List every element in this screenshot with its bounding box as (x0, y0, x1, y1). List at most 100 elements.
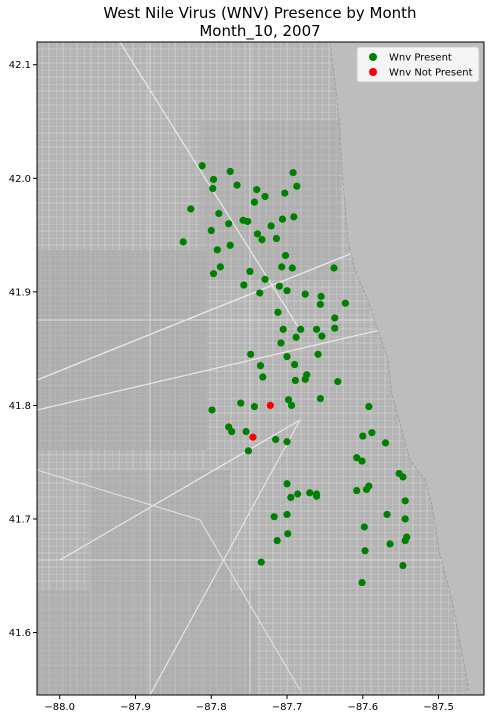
wnv-present-point (283, 510, 291, 519)
wnv-present-point (361, 547, 369, 555)
chart-title-line2: Month_10, 2007 (199, 22, 320, 41)
wnv-present-point (353, 454, 361, 462)
wnv-present-point (312, 492, 321, 500)
wnv-present-point (213, 246, 221, 254)
wnv-present-point (281, 251, 290, 260)
wnv-present-point (283, 438, 291, 446)
wnv-present-point (246, 267, 254, 276)
wnv-present-point (293, 182, 301, 190)
wnv-present-point (257, 558, 265, 566)
wnv-not-present-point (266, 401, 274, 410)
wnv-present-point (401, 497, 409, 505)
wnv-present-point (250, 402, 259, 411)
wnv-present-point (368, 429, 376, 437)
x-tick-label: −87.8 (196, 702, 227, 713)
wnv-present-point (198, 162, 206, 170)
wnv-present-point (287, 493, 295, 501)
wnv-present-point (318, 332, 326, 340)
y-tick-label: 41.8 (9, 401, 31, 412)
y-axis: 41.6 41.7 41.8 41.9 42.0 42.1 (9, 60, 37, 639)
wnv-not-present-point (249, 433, 257, 441)
wnv-present-point (253, 186, 261, 194)
wnv-present-point (258, 236, 266, 244)
legend-label-not-present: Wnv Not Present (389, 68, 473, 79)
wnv-present-point (209, 175, 218, 184)
wnv-present-point (209, 184, 217, 193)
x-tick-label: −87.9 (120, 702, 151, 713)
wnv-present-point (233, 181, 241, 189)
wnv-present-point (291, 376, 299, 385)
legend-marker-present (369, 53, 377, 61)
plot-frame (36, 41, 485, 696)
wnv-present-point (365, 402, 373, 411)
wnv-present-point (401, 536, 409, 545)
wnv-present-point (312, 325, 321, 333)
wnv-present-point (399, 561, 407, 570)
wnv-present-point (316, 300, 324, 308)
wnv-present-point (331, 314, 339, 322)
wnv-present-point (256, 362, 265, 370)
y-tick-label: 42.0 (9, 174, 31, 185)
wnv-present-point (290, 213, 298, 221)
wnv-present-point (301, 290, 309, 298)
wnv-present-point (240, 281, 248, 289)
wnv-present-point (330, 264, 338, 272)
data-points (179, 162, 411, 587)
wnv-present-point (274, 308, 282, 316)
wnv-present-point (209, 270, 218, 278)
x-tick-label: −87.6 (347, 702, 378, 713)
legend-marker-not-present (369, 68, 377, 76)
wnv-present-point (244, 217, 252, 226)
map-background (37, 42, 484, 695)
wnv-present-point (216, 263, 224, 271)
wnv-present-point (284, 530, 292, 538)
wnv-present-point (250, 198, 259, 206)
wnv-present-point (267, 222, 275, 230)
wnv-present-point (399, 473, 407, 481)
wnv-present-point (261, 275, 269, 283)
y-tick-label: 42.1 (9, 60, 31, 71)
x-axis: −88.0 −87.9 −87.8 −87.7 −87.6 −87.5 (44, 695, 454, 713)
legend-box (356, 46, 480, 83)
wnv-present-point (259, 373, 267, 381)
wnv-present-point (288, 264, 296, 272)
wnv-present-point (278, 215, 287, 223)
wnv-present-point (272, 234, 281, 243)
wnv-present-point (287, 401, 296, 410)
y-tick-label: 41.9 (9, 287, 31, 298)
wnv-present-point (381, 439, 390, 447)
wnv-present-point (301, 375, 309, 383)
wnv-present-point (187, 205, 195, 213)
wnv-present-point (383, 510, 391, 519)
wnv-present-point (225, 423, 233, 431)
wnv-present-point (360, 523, 368, 531)
wnv-present-point (179, 238, 187, 246)
wnv-present-point (273, 536, 281, 545)
wnv-present-point (247, 350, 255, 358)
wnv-present-point (253, 230, 262, 238)
x-tick-label: −87.5 (423, 702, 454, 713)
wnv-present-point (278, 263, 286, 271)
wnv-present-point (225, 220, 233, 228)
wnv-present-point (272, 435, 280, 444)
wnv-present-point (226, 167, 234, 176)
wnv-present-point (283, 287, 291, 295)
wnv-present-point (242, 427, 250, 436)
wnv-present-point (208, 406, 216, 414)
wnv-present-point (226, 241, 234, 249)
wnv-present-point (334, 377, 342, 386)
wnv-present-point (237, 399, 245, 407)
y-tick-label: 41.7 (9, 514, 31, 525)
wnv-present-point (284, 396, 293, 404)
wnv-present-point (341, 299, 349, 307)
legend: Wnv Present Wnv Not Present (356, 46, 480, 83)
wnv-present-point (261, 192, 269, 201)
wnv-present-point (289, 169, 297, 177)
wnv-present-point (316, 394, 324, 403)
y-tick-label: 41.6 (9, 628, 31, 639)
wnv-present-point (317, 292, 325, 300)
wnv-present-point (256, 289, 264, 297)
wnv-present-point (283, 352, 291, 361)
wnv-present-point (215, 209, 223, 218)
